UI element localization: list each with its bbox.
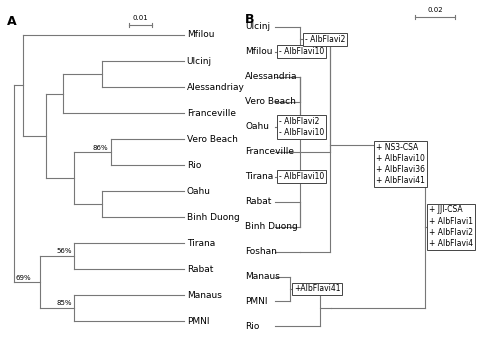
Text: 56%: 56% <box>56 248 72 254</box>
Text: Ulcinj: Ulcinj <box>186 57 212 65</box>
Text: Franceville: Franceville <box>186 109 236 118</box>
Text: Foshan: Foshan <box>245 247 277 256</box>
Text: Vero Beach: Vero Beach <box>186 134 238 144</box>
Text: A: A <box>8 15 17 28</box>
Text: Vero Beach: Vero Beach <box>245 97 296 106</box>
Text: Rabat: Rabat <box>245 197 272 206</box>
Text: Mfilou: Mfilou <box>186 30 214 39</box>
Text: Manaus: Manaus <box>245 272 280 281</box>
Text: + JJI-CSA
+ AlbFlavi1
+ AlbFlavi2
+ AlbFlavi4: + JJI-CSA + AlbFlavi1 + AlbFlavi2 + AlbF… <box>429 206 473 248</box>
Text: PMNI: PMNI <box>245 297 268 306</box>
Text: Ulcinj: Ulcinj <box>245 22 270 31</box>
Text: Oahu: Oahu <box>186 187 210 195</box>
Text: - AlbFlavi2: - AlbFlavi2 <box>305 35 346 44</box>
Text: - AlbFlavi10: - AlbFlavi10 <box>279 172 324 181</box>
Text: 0.02: 0.02 <box>427 7 443 13</box>
Text: Franceville: Franceville <box>245 147 294 156</box>
Text: Tirana: Tirana <box>245 172 273 181</box>
Text: Binh Duong: Binh Duong <box>186 213 240 222</box>
Text: Mfilou: Mfilou <box>245 47 272 56</box>
Text: - AlbFlavi10: - AlbFlavi10 <box>279 47 324 56</box>
Text: Tirana: Tirana <box>186 239 215 248</box>
Text: - AlbFlavi2
- AlbFlavi10: - AlbFlavi2 - AlbFlavi10 <box>279 117 324 137</box>
Text: 0.01: 0.01 <box>133 14 148 21</box>
Text: 85%: 85% <box>56 300 72 306</box>
Text: Alessandria: Alessandria <box>245 72 298 81</box>
Text: B: B <box>245 12 254 26</box>
Text: Rio: Rio <box>186 161 201 170</box>
Text: Alessandriay: Alessandriay <box>186 83 244 92</box>
Text: Oahu: Oahu <box>245 122 269 131</box>
Text: + NS3-CSA
+ AlbFlavi10
+ AlbFlavi36
+ AlbFlavi41: + NS3-CSA + AlbFlavi10 + AlbFlavi36 + Al… <box>376 143 425 185</box>
Text: Rabat: Rabat <box>186 265 213 274</box>
Text: Rio: Rio <box>245 322 260 331</box>
Text: PMNI: PMNI <box>186 317 209 326</box>
Text: 69%: 69% <box>16 275 31 281</box>
Text: 86%: 86% <box>93 145 108 151</box>
Text: +AlbFlavi41: +AlbFlavi41 <box>294 284 340 294</box>
Text: Manaus: Manaus <box>186 291 222 300</box>
Text: Binh Duong: Binh Duong <box>245 222 298 231</box>
